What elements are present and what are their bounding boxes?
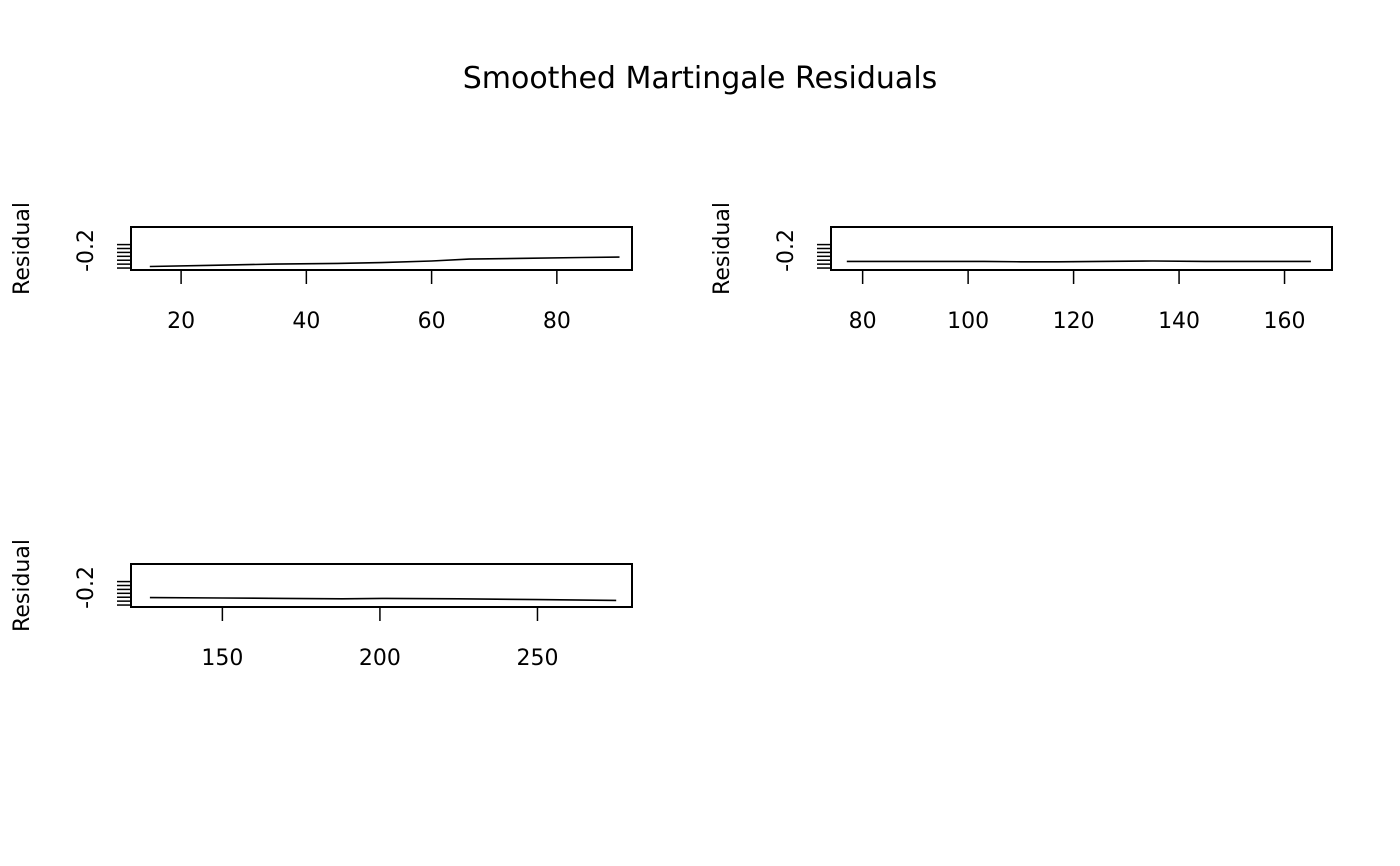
panels: 20 40 60 80 -0.2 Residual 80 100 120 140 160 -0.2 Re… [10,202,1333,671]
panel-3: 150 200 250 -0.2 Residual [10,539,633,671]
x-tick-label: 250 [516,646,558,671]
y-tick-label: -0.2 [774,229,799,272]
y-axis-title: Residual [10,539,35,632]
panel-1: 20 40 60 80 -0.2 Residual [10,202,633,334]
x-tick-label: 60 [418,309,446,334]
x-tick-label: 80 [543,309,571,334]
x-tick-label: 200 [359,646,401,671]
y-axis-title: Residual [710,202,735,295]
y-axis-title: Residual [10,202,35,295]
series-line [149,596,617,602]
x-tick-label: 150 [201,646,243,671]
y-tick-label: -0.2 [74,229,99,272]
figure-title: Smoothed Martingale Residuals [463,61,938,96]
series-line [149,256,620,268]
x-tick-label: 20 [167,309,195,334]
x-tick-label: 140 [1158,309,1200,334]
plot-frame [830,226,1333,271]
x-tick-label: 160 [1264,309,1306,334]
x-tick-label: 120 [1053,309,1095,334]
x-tick-label: 100 [947,309,989,334]
x-tick-label: 80 [849,309,877,334]
x-tick-label: 40 [292,309,320,334]
y-tick-label: -0.2 [74,566,99,609]
plot-frame [130,226,633,271]
panel-2: 80 100 120 140 160 -0.2 Residual [710,202,1333,334]
series-line [846,260,1311,263]
